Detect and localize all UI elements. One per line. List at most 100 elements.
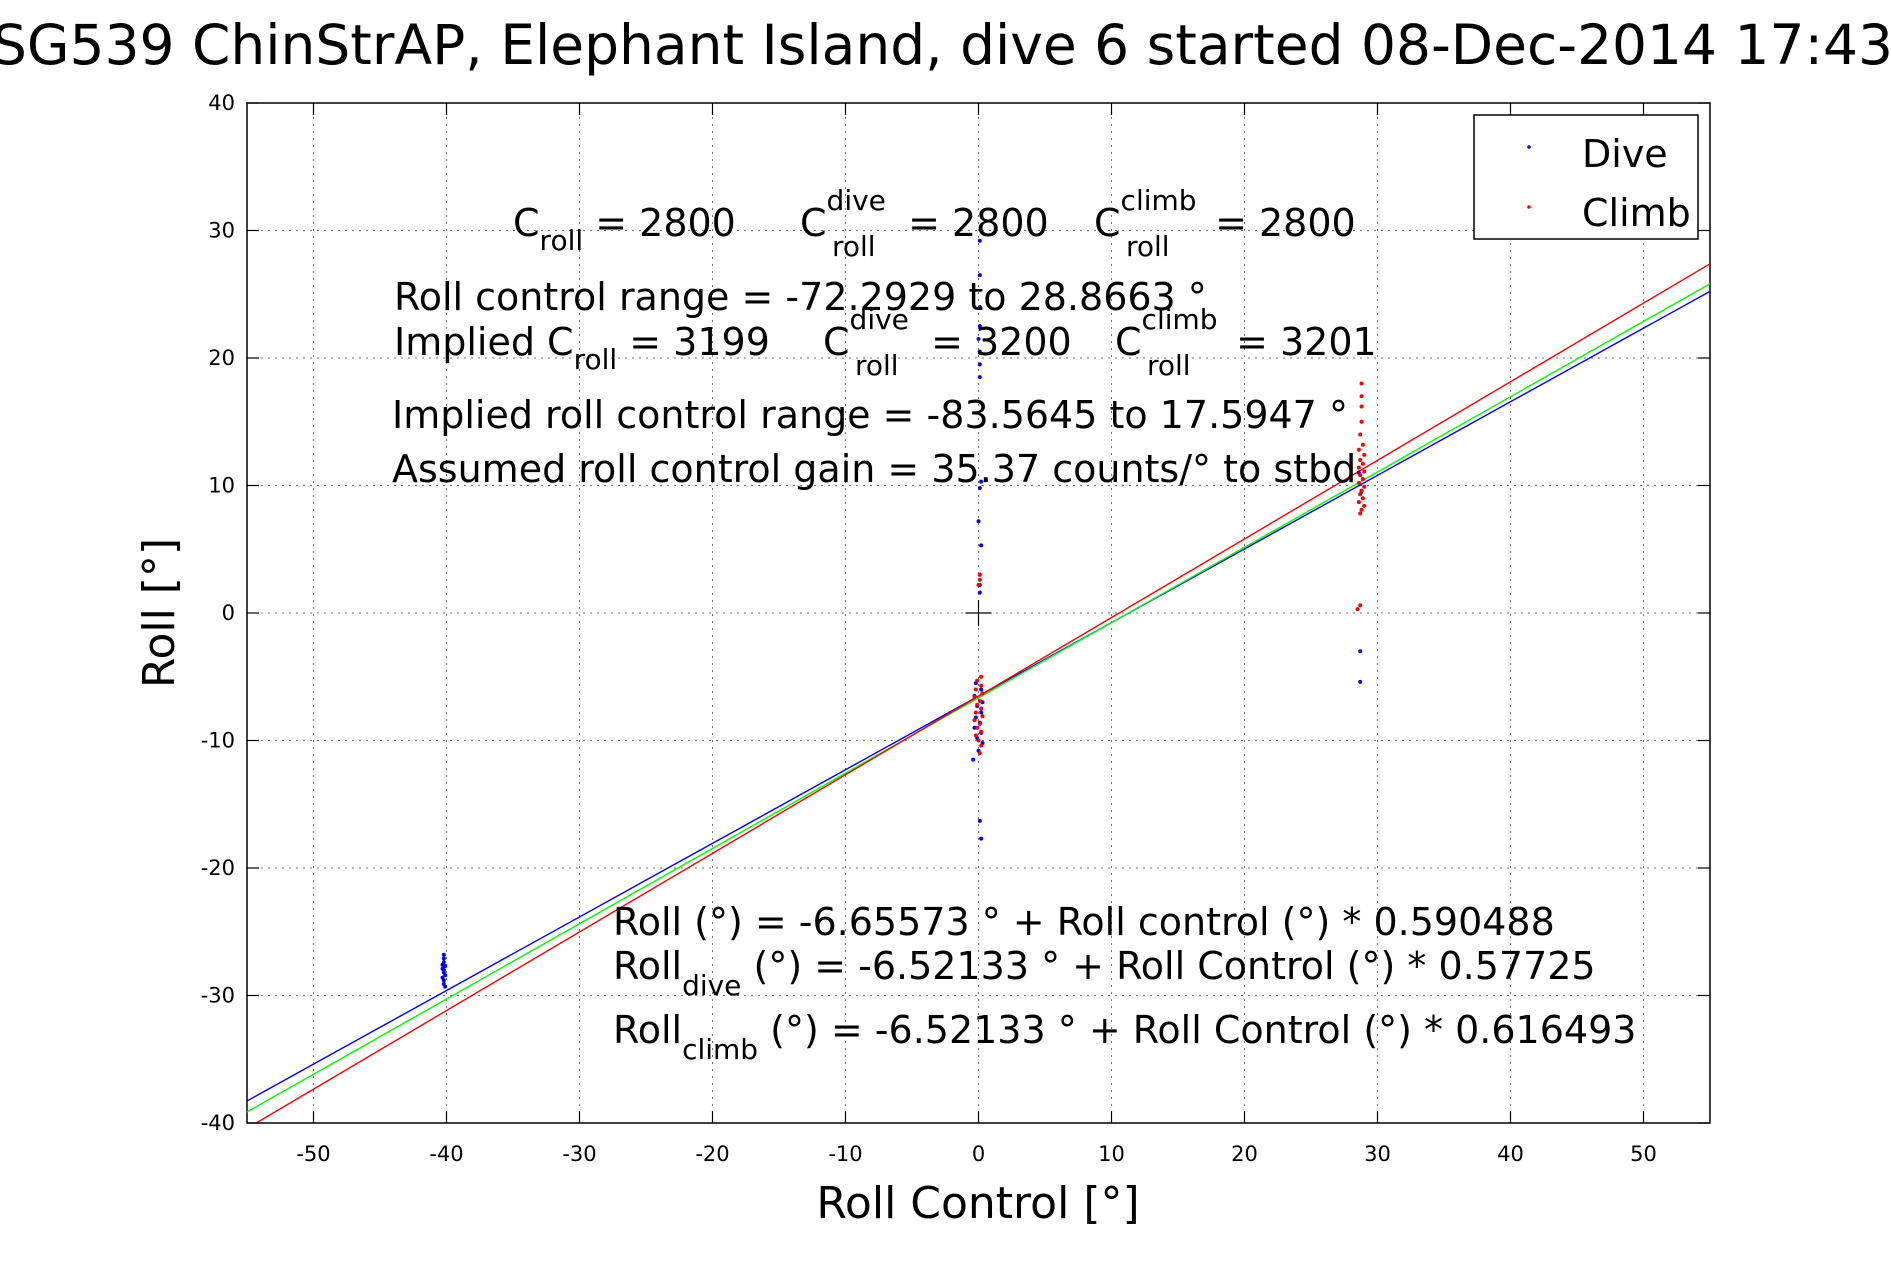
y-tick-label: -30	[201, 984, 235, 1008]
annotation-implied-c-roll: Implied Croll = 3199	[394, 320, 770, 376]
climb-point	[1362, 469, 1367, 474]
climb-point	[1360, 477, 1365, 482]
climb-point	[979, 729, 984, 734]
dive-point	[979, 710, 984, 715]
climb-point	[980, 691, 985, 696]
climb-point	[1355, 607, 1360, 612]
climb-point	[1358, 603, 1363, 608]
climb-point	[1359, 381, 1364, 386]
climb-point	[977, 572, 982, 577]
chart-title: SG539 ChinStrAP, Elephant Island, dive 6…	[0, 13, 1891, 77]
climb-point	[1359, 404, 1364, 409]
fit-line	[246, 283, 1711, 1113]
annotation-fit-climb: Rollclimb (°) = -6.52133 ° + Roll Contro…	[613, 1008, 1636, 1066]
annotation-fit-climb-sub: climb	[682, 1033, 758, 1066]
annotation-c-roll-value: = 2800	[583, 201, 736, 245]
climb-point	[972, 718, 977, 723]
climb-point	[980, 714, 985, 719]
annotation-fit-climb-base: Roll	[613, 1008, 682, 1052]
dive-point	[977, 486, 982, 491]
climb-point	[1356, 447, 1361, 452]
climb-point	[976, 582, 981, 587]
annotation-implied-range: Implied roll control range = -83.5645 to…	[392, 393, 1348, 437]
annotation-fit-dive: Rolldive (°) = -6.52133 ° + Roll Control…	[613, 944, 1596, 1002]
annotation-implied-c-roll-dive-sup: dive	[850, 303, 909, 336]
climb-point	[1360, 442, 1365, 447]
x-tick-label: 10	[1098, 1142, 1125, 1166]
climb-point	[1362, 452, 1367, 457]
x-tick-label: -20	[695, 1142, 729, 1166]
dive-point	[441, 952, 446, 957]
dive-point	[976, 336, 981, 341]
annotation-implied-c-roll-dive-sub: roll	[855, 349, 899, 382]
dive-point	[977, 305, 982, 309]
climb-point	[1362, 484, 1367, 489]
climb-point	[1358, 432, 1363, 437]
annotation-c-roll-dive: Cdive roll = 2800	[800, 184, 1049, 263]
dive-point	[441, 968, 446, 972]
legend-box	[1473, 114, 1699, 240]
climb-point	[976, 738, 981, 743]
annotation-c-roll-climb: Cclimb roll = 2800	[1094, 184, 1356, 263]
dive-point	[977, 238, 982, 243]
annotation-fit-all: Roll (°) = -6.65573 ° + Roll control (°)…	[613, 900, 1555, 944]
x-tick-label: -30	[562, 1142, 596, 1166]
climb-point	[1356, 500, 1361, 505]
climb-point	[1359, 488, 1364, 493]
dive-point	[1358, 649, 1363, 654]
climb-point	[977, 751, 982, 756]
data-points	[440, 238, 1367, 989]
grid-lines	[247, 102, 1710, 1124]
dive-point	[977, 324, 982, 329]
annotation-implied-c-roll-value: = 3199	[617, 320, 770, 364]
dive-point	[979, 543, 984, 548]
dive-point	[979, 836, 984, 841]
annotation-fit-dive-rest: (°) = -6.52133 ° + Roll Control (°) * 0.…	[741, 944, 1595, 988]
climb-point	[1358, 492, 1363, 497]
climb-point	[973, 733, 978, 738]
y-axis-label: Roll [°]	[134, 538, 185, 688]
dive-point	[443, 984, 448, 989]
climb-point	[1356, 465, 1361, 470]
x-tick-label: 30	[1364, 1142, 1391, 1166]
climb-point	[977, 577, 982, 582]
annotation-fit-dive-base: Roll	[613, 944, 682, 988]
legend-dive-marker	[1527, 145, 1531, 149]
climb-point	[1360, 461, 1365, 466]
x-tick-label: -50	[296, 1142, 330, 1166]
dive-point	[977, 375, 982, 380]
y-tick-label: 20	[208, 346, 235, 370]
climb-point	[1360, 496, 1365, 501]
dive-point	[976, 519, 981, 524]
climb-point	[1356, 480, 1361, 485]
y-tick-label: -40	[201, 1111, 235, 1135]
annotation-assumed-gain: Assumed roll control gain = 35.37 counts…	[392, 447, 1356, 491]
climb-point	[979, 683, 984, 688]
dive-point	[443, 973, 448, 978]
climb-point	[1358, 511, 1363, 516]
climb-point	[977, 721, 982, 726]
dive-point	[441, 978, 446, 983]
x-tick-label: 50	[1630, 1142, 1657, 1166]
legend-climb-label: Climb	[1582, 191, 1691, 235]
climb-point	[1359, 394, 1364, 399]
climb-point	[975, 678, 980, 683]
annotation-c-roll-dive-sub: roll	[832, 230, 876, 263]
dive-point	[977, 349, 982, 354]
climb-point	[973, 687, 978, 692]
annotation-c-roll-climb-value: = 2800	[1203, 201, 1356, 245]
annotation-fit-climb-rest: (°) = -6.52133 ° + Roll Control (°) * 0.…	[758, 1008, 1636, 1052]
axis-ticks: -50 -40 -30 -20 -10 0 10 20 30 40 50 -40 -30 -20 -10 0 1…	[201, 91, 1710, 1166]
dive-point	[1358, 679, 1363, 684]
x-tick-label: 20	[1231, 1142, 1258, 1166]
climb-point	[977, 698, 982, 703]
annotation-c-roll-climb-sub: roll	[1126, 230, 1170, 263]
y-tick-label: 40	[208, 91, 235, 115]
annotation-implied-c-roll-climb-sup: climb	[1142, 303, 1218, 336]
y-tick-label: 0	[222, 601, 235, 625]
x-axis-label: Roll Control [°]	[816, 1178, 1139, 1229]
annotation-c-roll-sub: roll	[540, 224, 584, 257]
dive-point	[977, 590, 982, 595]
annotation-implied-c-roll-climb-value: = 3201	[1224, 320, 1377, 364]
